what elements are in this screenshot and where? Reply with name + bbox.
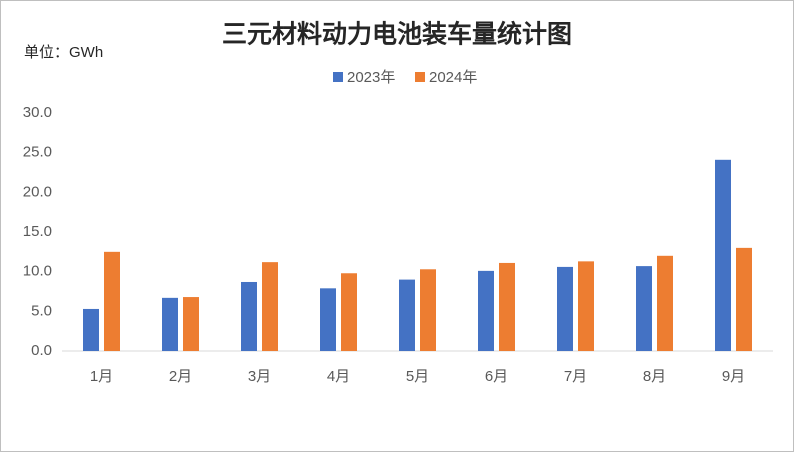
y-tick-label: 5.0 (31, 302, 52, 319)
x-tick-label: 2月 (169, 368, 192, 385)
bar (262, 262, 278, 351)
bar (657, 255, 673, 351)
bar (399, 279, 415, 351)
legend-label: 2024年 (429, 69, 477, 86)
bar (557, 266, 573, 351)
y-tick-label: 30.0 (23, 104, 52, 121)
unit-label: 单位：GWh (24, 44, 103, 61)
bar (636, 266, 652, 351)
y-tick-label: 20.0 (23, 183, 52, 200)
bar (241, 281, 257, 351)
bar (341, 273, 357, 351)
bar (320, 288, 336, 351)
bar (478, 270, 494, 351)
bar (104, 251, 120, 351)
bar (736, 247, 752, 351)
bar (578, 261, 594, 351)
y-tick-label: 10.0 (23, 263, 52, 280)
legend-label: 2023年 (347, 69, 395, 86)
bar (499, 262, 515, 351)
legend-swatch (333, 72, 343, 82)
bar (162, 297, 178, 351)
bar (420, 269, 436, 351)
bar (715, 159, 731, 351)
x-tick-label: 3月 (248, 368, 271, 385)
x-tick-label: 1月 (90, 368, 113, 385)
legend-swatch (415, 72, 425, 82)
y-tick-label: 25.0 (23, 144, 52, 161)
x-tick-label: 9月 (722, 368, 745, 385)
bar (183, 297, 199, 351)
x-tick-label: 4月 (327, 368, 350, 385)
x-tick-label: 6月 (485, 368, 508, 385)
chart-title: 三元材料动力电池装车量统计图 (222, 20, 572, 49)
x-tick-label: 7月 (564, 368, 587, 385)
y-tick-label: 0.0 (31, 342, 52, 359)
bar (83, 308, 99, 351)
x-tick-label: 5月 (406, 368, 429, 385)
y-tick-label: 15.0 (23, 223, 52, 240)
x-tick-label: 8月 (643, 368, 666, 385)
